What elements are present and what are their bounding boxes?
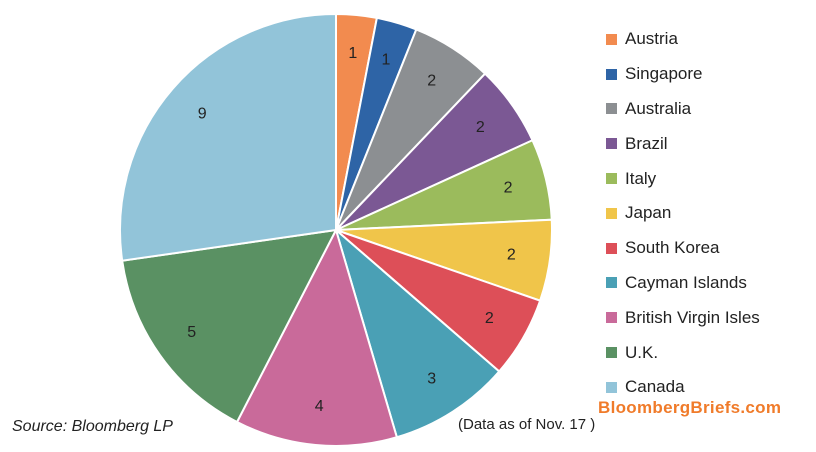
pie-label-australia: 2	[427, 72, 436, 89]
legend-label: Austria	[625, 29, 678, 49]
pie-slice-u-k	[121, 228, 338, 424]
legend-item-singapore: Singapore	[606, 57, 760, 92]
legend-item-south-korea: South Korea	[606, 231, 760, 266]
legend-label: Canada	[625, 377, 685, 397]
legend-swatch	[606, 277, 617, 289]
data-date-note: (Data as of Nov. 17 )	[458, 416, 596, 433]
pie-label-canada: 9	[198, 106, 207, 123]
legend-swatch	[606, 207, 617, 219]
legend-label: South Korea	[625, 238, 720, 258]
pie-label-singapore: 1	[381, 52, 390, 69]
pie-slice-cayman-islands	[334, 227, 501, 439]
legend-item-austria: Austria	[606, 22, 760, 57]
pie-label-cayman-islands: 3	[427, 371, 436, 388]
legend-item-japan: Japan	[606, 196, 760, 231]
pie-label-british-virgin-isles: 4	[315, 398, 324, 415]
legend-swatch	[606, 381, 617, 393]
legend-item-canada: Canada	[606, 370, 760, 405]
pie-label-austria: 1	[348, 45, 357, 62]
pie-label-u-k: 5	[187, 324, 196, 341]
legend-item-u-k: U.K.	[606, 335, 760, 370]
legend-swatch	[606, 68, 617, 80]
legend-swatch	[606, 103, 617, 115]
legend-item-italy: Italy	[606, 161, 760, 196]
pie-label-brazil: 2	[476, 119, 485, 136]
legend-label: Cayman Islands	[625, 272, 747, 292]
legend-label: Japan	[625, 203, 672, 223]
legend-item-british-virgin-isles: British Virgin Isles	[606, 300, 760, 335]
legend-label: British Virgin Isles	[625, 307, 760, 327]
pie-slice-british-virgin-isles	[235, 227, 399, 447]
legend-item-cayman-islands: Cayman Islands	[606, 266, 760, 301]
pie-slice-canada	[119, 12, 337, 262]
legend: Austria Singapore Australia Brazil Italy Japa…	[606, 22, 760, 405]
legend-label: Singapore	[625, 64, 703, 84]
legend-swatch	[606, 173, 617, 185]
legend-swatch	[606, 242, 617, 254]
legend-swatch	[606, 138, 617, 150]
legend-label: Brazil	[625, 133, 668, 153]
pie-label-italy: 2	[504, 180, 513, 197]
legend-swatch	[606, 312, 617, 324]
legend-swatch	[606, 347, 617, 359]
pie-label-south-korea: 2	[485, 310, 494, 327]
legend-item-australia: Australia	[606, 92, 760, 127]
legend-label: Italy	[625, 168, 657, 188]
pie-label-japan: 2	[507, 247, 516, 264]
legend-item-brazil: Brazil	[606, 126, 760, 161]
legend-swatch	[606, 33, 617, 45]
brand-watermark: BloombergBriefs.com	[598, 398, 782, 417]
source-note: Source: Bloomberg LP	[12, 418, 173, 435]
legend-label: Australia	[625, 98, 692, 118]
legend-label: U.K.	[625, 342, 659, 362]
